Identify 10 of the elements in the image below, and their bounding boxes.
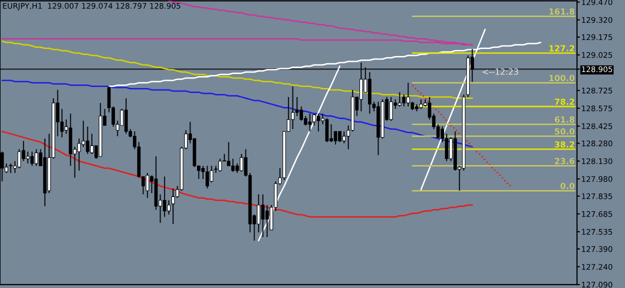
series-label: 78.2 (554, 98, 574, 105)
series-label: 0.0 (560, 182, 574, 190)
series-label: 23.6 (554, 158, 574, 164)
series-label: 100.0 (549, 74, 574, 82)
series-label: 38.2 (554, 141, 574, 148)
annotation: <--12:23 (482, 68, 518, 75)
series-label: 161.8 (549, 8, 574, 15)
series-label: 61.8 (554, 116, 574, 123)
series-label: 127.2 (549, 45, 574, 52)
series-label: 50.0 (554, 128, 574, 135)
